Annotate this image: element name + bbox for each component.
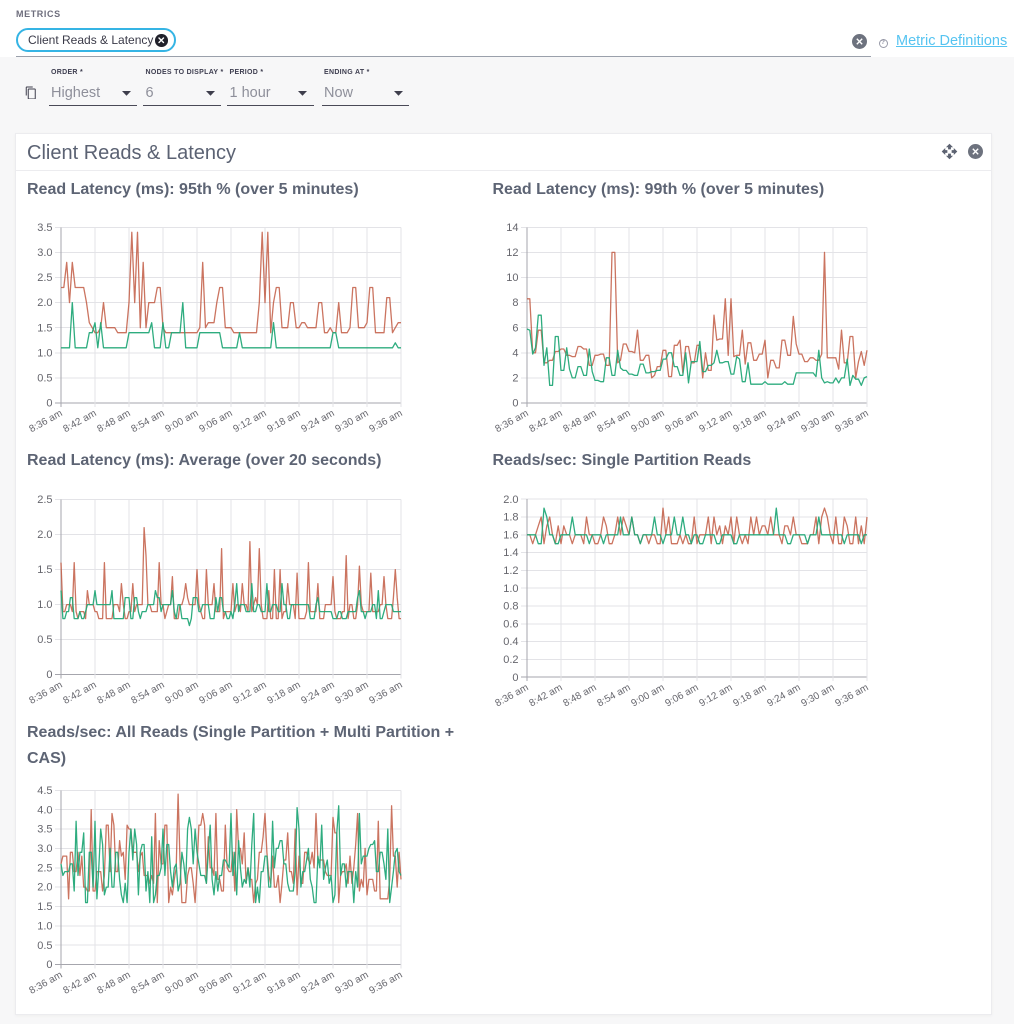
svg-text:8:42 am: 8:42 am	[62, 970, 99, 995]
svg-text:8:36 am: 8:36 am	[493, 408, 530, 432]
svg-text:9:06 am: 9:06 am	[198, 970, 235, 995]
svg-text:2: 2	[512, 373, 518, 385]
svg-text:8:42 am: 8:42 am	[527, 408, 564, 432]
svg-text:8:54 am: 8:54 am	[595, 682, 632, 706]
svg-text:0.5: 0.5	[37, 634, 52, 646]
svg-text:10: 10	[506, 272, 518, 284]
svg-text:2.0: 2.0	[37, 297, 52, 309]
svg-text:9:12 am: 9:12 am	[232, 680, 269, 704]
svg-text:2.0: 2.0	[37, 529, 52, 541]
svg-text:1.0: 1.0	[503, 583, 518, 595]
svg-text:6: 6	[512, 322, 518, 334]
svg-text:9:06 am: 9:06 am	[198, 680, 235, 704]
svg-text:8:42 am: 8:42 am	[62, 408, 99, 432]
svg-text:8:48 am: 8:48 am	[561, 682, 598, 706]
svg-text:8:48 am: 8:48 am	[561, 408, 598, 432]
svg-text:0: 0	[512, 672, 518, 684]
svg-text:2.5: 2.5	[37, 862, 52, 874]
svg-text:9:18 am: 9:18 am	[266, 970, 303, 995]
svg-text:9:12 am: 9:12 am	[697, 408, 734, 432]
svg-text:3.5: 3.5	[37, 824, 52, 836]
svg-text:9:06 am: 9:06 am	[663, 408, 700, 432]
svg-text:0: 0	[512, 398, 518, 410]
svg-text:9:36 am: 9:36 am	[368, 408, 405, 432]
svg-text:9:12 am: 9:12 am	[232, 408, 269, 432]
svg-text:9:00 am: 9:00 am	[164, 970, 201, 995]
svg-text:4: 4	[512, 347, 518, 359]
svg-text:8:48 am: 8:48 am	[96, 680, 133, 704]
svg-text:9:36 am: 9:36 am	[833, 408, 870, 432]
svg-text:9:24 am: 9:24 am	[300, 970, 337, 995]
svg-text:8:54 am: 8:54 am	[130, 970, 167, 995]
svg-text:2.0: 2.0	[37, 882, 52, 894]
svg-text:2.5: 2.5	[37, 272, 52, 284]
svg-text:1.0: 1.0	[37, 921, 52, 933]
svg-text:0.5: 0.5	[37, 373, 52, 385]
svg-text:1.6: 1.6	[503, 529, 518, 541]
svg-text:3.0: 3.0	[37, 247, 52, 259]
svg-text:9:24 am: 9:24 am	[300, 408, 337, 432]
svg-text:8:48 am: 8:48 am	[96, 970, 133, 995]
svg-text:9:00 am: 9:00 am	[629, 408, 666, 432]
svg-text:8:54 am: 8:54 am	[130, 408, 167, 432]
svg-text:1.5: 1.5	[37, 322, 52, 334]
svg-text:0.8: 0.8	[503, 601, 518, 613]
svg-text:9:18 am: 9:18 am	[731, 682, 768, 706]
svg-text:8:42 am: 8:42 am	[62, 680, 99, 704]
svg-text:9:24 am: 9:24 am	[300, 680, 337, 704]
svg-text:12: 12	[506, 247, 518, 259]
svg-text:0: 0	[46, 669, 52, 681]
svg-text:9:12 am: 9:12 am	[697, 682, 734, 706]
svg-text:9:18 am: 9:18 am	[266, 408, 303, 432]
svg-text:9:00 am: 9:00 am	[629, 682, 666, 706]
svg-text:9:36 am: 9:36 am	[368, 680, 405, 704]
svg-text:8:54 am: 8:54 am	[595, 408, 632, 432]
svg-text:1.0: 1.0	[37, 347, 52, 359]
svg-text:9:00 am: 9:00 am	[164, 680, 201, 704]
svg-text:0: 0	[46, 959, 52, 971]
svg-text:1.2: 1.2	[503, 565, 518, 577]
svg-text:0.5: 0.5	[37, 940, 52, 952]
svg-text:9:30 am: 9:30 am	[334, 680, 371, 704]
svg-text:1.5: 1.5	[37, 901, 52, 913]
svg-text:9:30 am: 9:30 am	[334, 408, 371, 432]
svg-text:4.5: 4.5	[37, 785, 52, 797]
svg-text:0.4: 0.4	[503, 636, 518, 648]
svg-text:1.0: 1.0	[37, 599, 52, 611]
svg-text:9:18 am: 9:18 am	[731, 408, 768, 432]
svg-text:1.8: 1.8	[503, 512, 518, 524]
svg-text:1.5: 1.5	[37, 564, 52, 576]
svg-text:9:24 am: 9:24 am	[765, 682, 802, 706]
svg-text:9:36 am: 9:36 am	[368, 970, 405, 995]
svg-text:14: 14	[506, 222, 518, 234]
svg-text:9:12 am: 9:12 am	[232, 970, 269, 995]
svg-text:0.2: 0.2	[503, 654, 518, 666]
svg-text:8:36 am: 8:36 am	[28, 680, 65, 704]
svg-text:2.0: 2.0	[503, 494, 518, 506]
svg-text:8:42 am: 8:42 am	[527, 682, 564, 706]
svg-text:3.5: 3.5	[37, 222, 52, 234]
svg-text:4.0: 4.0	[37, 804, 52, 816]
svg-text:8:48 am: 8:48 am	[96, 408, 133, 432]
svg-text:9:00 am: 9:00 am	[164, 408, 201, 432]
svg-text:0.6: 0.6	[503, 618, 518, 630]
svg-text:9:30 am: 9:30 am	[799, 682, 836, 706]
svg-text:9:30 am: 9:30 am	[334, 970, 371, 995]
svg-text:8:36 am: 8:36 am	[28, 970, 65, 995]
svg-text:9:06 am: 9:06 am	[198, 408, 235, 432]
svg-text:8:36 am: 8:36 am	[28, 408, 65, 432]
svg-text:8:54 am: 8:54 am	[130, 680, 167, 704]
svg-text:3.0: 3.0	[37, 843, 52, 855]
svg-text:1.4: 1.4	[503, 547, 518, 559]
svg-text:8: 8	[512, 297, 518, 309]
svg-text:9:24 am: 9:24 am	[765, 408, 802, 432]
svg-text:8:36 am: 8:36 am	[493, 682, 530, 706]
svg-text:9:30 am: 9:30 am	[799, 408, 836, 432]
svg-text:9:36 am: 9:36 am	[833, 682, 870, 706]
svg-text:9:18 am: 9:18 am	[266, 680, 303, 704]
svg-text:0: 0	[46, 398, 52, 410]
svg-text:2.5: 2.5	[37, 494, 52, 506]
svg-text:9:06 am: 9:06 am	[663, 682, 700, 706]
